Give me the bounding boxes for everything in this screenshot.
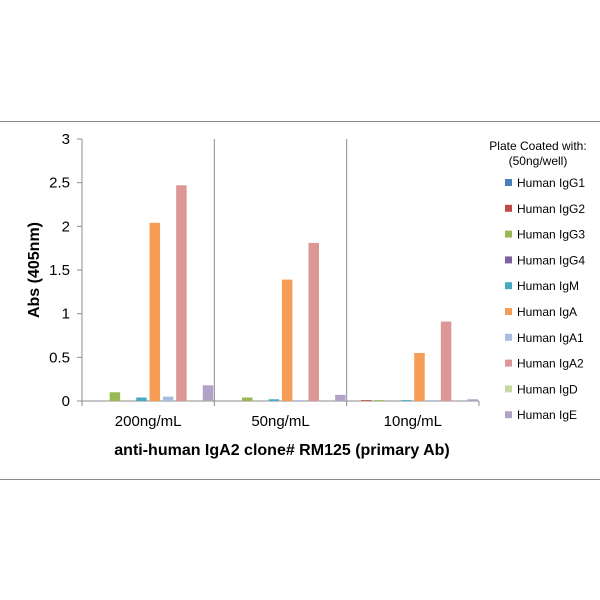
bar <box>242 397 253 401</box>
bar <box>440 321 452 401</box>
tick-labels: 0 0.5 1 1.5 2 2.5 3 200ng/mL 50ng/mL 10ng/mL <box>49 131 442 430</box>
legend-label: Human IgG2 <box>517 202 585 216</box>
legend-label: Human IgA <box>517 305 577 319</box>
bar <box>136 397 147 401</box>
bar <box>335 394 346 401</box>
legend-swatch <box>505 230 512 238</box>
bar <box>414 352 425 401</box>
legend-title: Plate Coated with: <box>489 139 586 153</box>
legend-label: Human IgA1 <box>517 331 584 345</box>
legend-label: Human IgM <box>517 279 579 293</box>
bar <box>361 400 372 401</box>
bar <box>467 399 478 401</box>
axes <box>77 138 480 406</box>
legend-swatch <box>505 308 512 315</box>
legend-label: Human IgG4 <box>517 253 585 267</box>
bar <box>308 242 319 401</box>
legend: Plate Coated with:(50ng/well) Human IgG1 H… <box>489 139 586 422</box>
y-tick-label: 1 <box>62 306 70 323</box>
legend-swatch <box>505 256 512 264</box>
bar <box>427 400 439 401</box>
y-axis-title: Abs (405nm) <box>26 222 43 318</box>
legend-swatch <box>505 282 512 290</box>
legend-swatch <box>505 411 512 419</box>
legend-label: Human IgG3 <box>517 228 585 242</box>
bar <box>162 396 174 401</box>
y-tick-label: 2 <box>62 218 70 235</box>
bar <box>202 385 214 401</box>
x-tick-label: 50ng/mL <box>251 413 309 430</box>
bar <box>176 185 187 401</box>
legend-label: Human IgG1 <box>517 176 585 190</box>
bar <box>281 279 293 401</box>
y-tick-label: 0 <box>62 393 70 410</box>
legend-swatch <box>505 359 512 367</box>
y-tick-label: 3 <box>62 131 70 148</box>
y-tick-label: 0.5 <box>49 349 70 366</box>
bar <box>295 400 306 401</box>
legend-label: Human IgE <box>517 408 577 422</box>
chart-frame <box>0 121 600 480</box>
legend-label: Human IgD <box>517 382 578 396</box>
bar <box>400 400 412 401</box>
x-tick-label: 200ng/mL <box>115 413 182 430</box>
bars <box>109 185 478 401</box>
y-tick-label: 2.5 <box>49 175 70 192</box>
legend-title: (50ng/well) <box>509 154 568 168</box>
bar <box>149 222 161 401</box>
x-axis-title: anti-human IgA2 clone# RM125 (primary Ab… <box>114 442 449 459</box>
legend-swatch <box>505 204 512 212</box>
legend-swatch <box>505 179 512 186</box>
bar <box>374 400 385 401</box>
x-tick-label: 10ng/mL <box>384 413 442 430</box>
legend-label: Human IgA2 <box>517 357 584 371</box>
y-tick-label: 1.5 <box>49 262 70 279</box>
legend-swatch <box>505 385 512 393</box>
bar <box>109 392 121 401</box>
bar <box>268 399 280 401</box>
legend-swatch <box>505 333 512 341</box>
